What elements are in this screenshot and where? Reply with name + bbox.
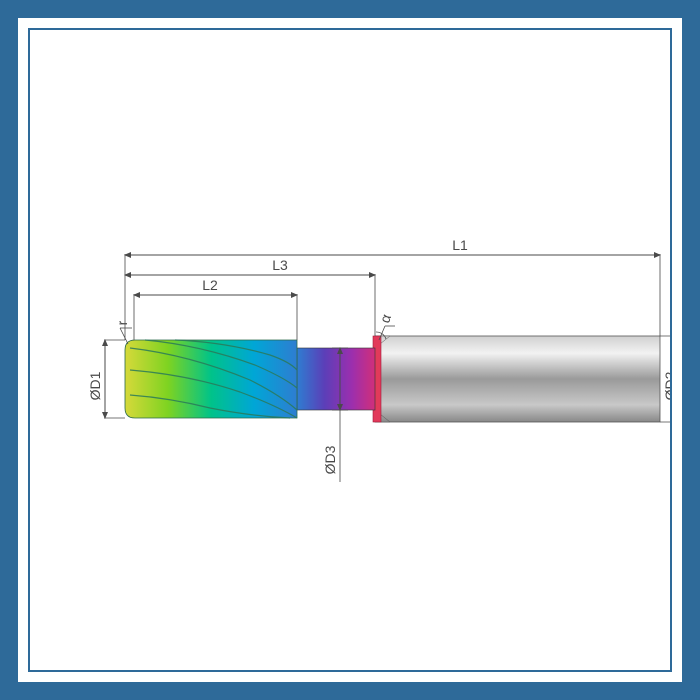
shank: [375, 336, 660, 422]
label-D3: ØD3: [322, 445, 338, 474]
label-L3: L3: [272, 257, 288, 273]
label-L2: L2: [202, 277, 218, 293]
label-D2: ØD2: [662, 371, 670, 400]
tool-diagram-svg: L1 L3 L2 ØD1 ØD2 ØD3 r α: [30, 30, 670, 670]
diagram-inner-frame: L1 L3 L2 ØD1 ØD2 ØD3 r α: [28, 28, 672, 672]
diagram-frame: L1 L3 L2 ØD1 ØD2 ØD3 r α: [0, 0, 700, 700]
neck: [297, 348, 375, 410]
label-r: r: [114, 320, 130, 325]
label-alpha: α: [376, 312, 394, 325]
label-L1: L1: [452, 237, 468, 253]
label-D1: ØD1: [87, 371, 103, 400]
